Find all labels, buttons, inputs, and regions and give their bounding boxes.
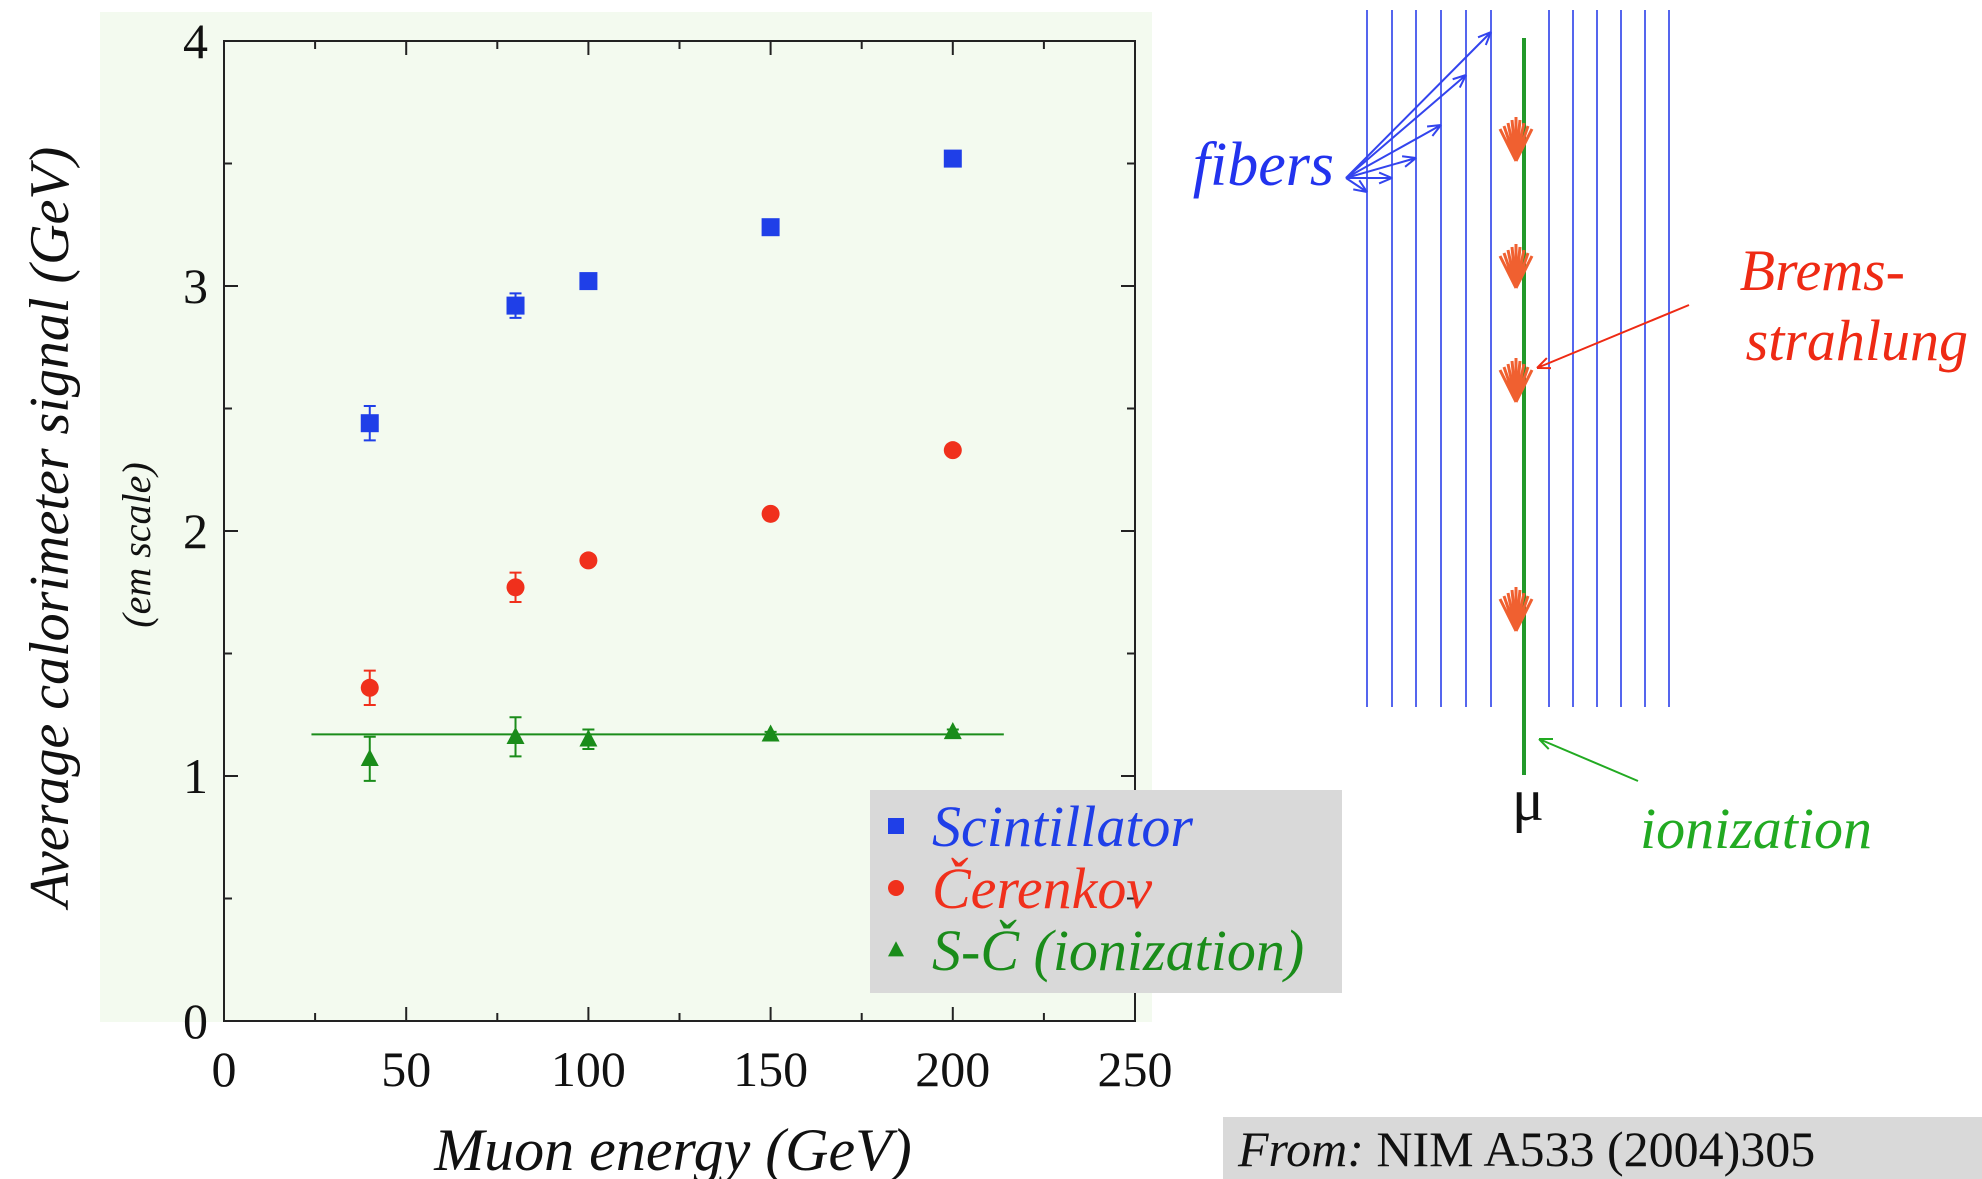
x-tick-label: 100 [551,1041,626,1097]
y-axis-label: Average calorimeter signal (GeV) [19,147,81,911]
x-tick-label: 200 [915,1041,990,1097]
y-tick-label: 3 [183,258,208,314]
x-tick-label: 0 [212,1041,237,1097]
data-point [579,551,598,570]
fiber-arrow [1345,155,1417,179]
data-point [579,729,598,747]
y-tick-label: 0 [183,993,208,1049]
brems-label: strahlung [1746,308,1968,373]
y-axis-sublabel: (em scale) [114,462,159,627]
data-point [943,441,962,460]
fiber-arrow [1345,177,1368,193]
data-point [360,678,379,697]
legend-label: S-Č (ionization) [932,918,1304,983]
ionization-label: ionization [1640,796,1872,861]
x-tick-label: 250 [1098,1041,1173,1097]
legend-marker [888,880,904,896]
fibers-label: fibers [1193,131,1334,199]
shower [1498,587,1534,632]
brems-arrow [1536,304,1690,370]
data-point [761,218,780,237]
y-tick-label: 4 [183,13,208,69]
legend-label: Scintillator [932,794,1193,859]
data-point [761,504,780,523]
x-axis-label: Muon energy (GeV) [433,1117,912,1179]
data-point [943,149,962,168]
x-tick-label: 150 [733,1041,808,1097]
source-prefix: From: [1237,1121,1364,1177]
data-point [506,578,525,597]
data-point [761,724,780,742]
legend-label: Čerenkov [932,856,1152,921]
fiber-arrow [1345,31,1492,179]
ionization-arrow [1538,738,1639,782]
y-tick-label: 1 [183,748,208,804]
fiber-arrow [1346,171,1393,185]
shower [1498,244,1534,289]
legend-marker [888,941,904,957]
data-point [506,296,525,315]
data-point [579,272,598,291]
x-tick-label: 50 [381,1041,431,1097]
data-point [360,414,379,433]
fiber-arrow [1345,124,1442,179]
data-point [360,748,379,767]
y-tick-label: 2 [183,503,208,559]
legend-box [870,790,1342,993]
data-point [506,726,525,744]
muon-label: μ [1512,767,1544,833]
legend-marker [888,818,904,834]
source: From: NIM A533 (2004)305 [1237,1121,1815,1177]
brems-label: Brems- [1740,238,1905,303]
data-point [943,722,962,740]
shower [1498,358,1534,403]
source-box [1223,1117,1982,1179]
shower [1498,117,1534,162]
fiber-arrow [1345,74,1467,179]
source-text: NIM A533 (2004)305 [1376,1121,1815,1177]
